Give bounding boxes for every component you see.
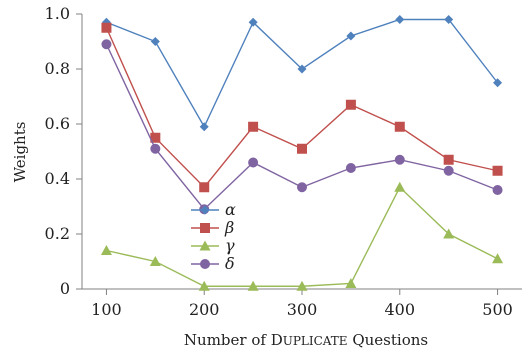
data-point [443,154,454,165]
y-tick-label: 0 [60,279,70,298]
data-point [492,185,503,195]
data-point [248,17,258,27]
x-tick-label: 400 [385,300,416,319]
x-axis-title: Number of DUPLICATE Questions [184,331,428,349]
legend-label: β [224,218,234,237]
y-tick-label: 0.6 [45,114,70,133]
data-point [101,22,112,33]
legend-item-2: β [191,218,234,237]
data-point [198,280,210,291]
data-point [345,163,356,173]
legend-label: γ [225,236,235,255]
series-line [106,186,498,287]
series-layer [100,15,504,291]
legend-marker [200,205,210,215]
x-tick-label: 500 [482,300,513,319]
data-point [150,132,161,143]
data-point [345,278,357,288]
data-point [346,31,356,41]
x-tick-label: 300 [287,300,318,319]
data-point [345,99,356,110]
legend-item-4: δ [191,254,235,273]
data-point [296,280,308,291]
x-tick-label: 200 [189,300,220,319]
data-point [297,143,307,154]
data-point [101,39,112,50]
series-line [105,27,498,189]
data-point [149,256,161,266]
data-point [297,64,307,74]
data-point [247,280,259,291]
y-axis-title: Weights [11,122,29,183]
data-point [492,165,503,176]
data-point [443,165,454,176]
y-tick-label: 1.0 [45,4,70,23]
data-point [443,228,455,239]
data-point [100,245,112,255]
data-point [444,15,454,24]
axes: 0 0.2 0.4 0.6 0.8 1.0 100 200 300 400 500 [45,4,522,319]
data-point [248,121,259,132]
data-point [297,182,307,193]
data-point [394,154,405,165]
legend-label: α [225,200,236,219]
data-point [493,78,503,88]
data-point [150,143,161,154]
y-tick-label: 0.2 [45,224,70,243]
data-point [394,181,406,192]
series-3 [100,181,504,291]
data-point [150,37,160,46]
legend-marker [199,240,211,251]
data-point [394,121,405,132]
legend-marker [200,223,210,233]
legend-marker [200,259,210,269]
series-1 [101,15,503,132]
data-point [248,157,259,168]
data-point [492,253,504,264]
data-point [199,122,209,132]
legend-label: δ [225,254,235,273]
data-point [199,182,210,193]
y-tick-label: 0.4 [45,169,70,188]
legend-item-3: γ [191,236,235,255]
data-point [395,15,405,24]
y-tick-label: 0.8 [45,59,70,78]
x-tick-label: 100 [91,300,122,319]
series-2 [101,22,503,193]
legend-item-1: α [191,200,236,219]
